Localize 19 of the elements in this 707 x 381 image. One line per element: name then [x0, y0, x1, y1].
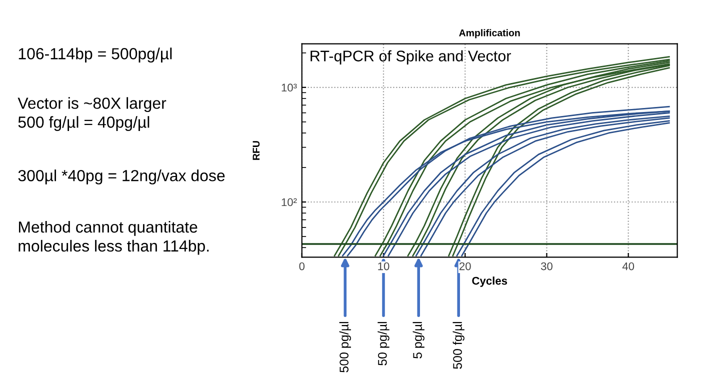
x-tick-label: 0 [299, 262, 305, 270]
text: 300µl *40pg = 12ng/vax dose [18, 170, 225, 184]
chart-title: Amplification [459, 29, 520, 38]
y-tick-label: 10² [282, 198, 297, 206]
text: Method cannot quantitate molecules less than 114bp. [18, 220, 209, 255]
annotation: 50 pg/µl [378, 322, 390, 366]
x-tick-label: 30 [540, 262, 552, 270]
x-tick-label: 20 [459, 262, 471, 270]
annotation: 500 fg/µl [452, 322, 464, 369]
x-tick-label: 10 [378, 262, 390, 270]
x-axis-title: Cycles [472, 276, 508, 287]
annotation: 500 pg/µl [339, 322, 351, 372]
annotation: 5 pg/µl [412, 322, 424, 358]
text: Vector is ~80X larger 500 fg/µl = 40pg/µl [18, 97, 166, 131]
y-axis-title: RFU [252, 141, 260, 160]
text: 106-114bp = 500pg/µl [18, 48, 172, 63]
chart-subtitle: RT-qPCR of Spike and Vector [310, 50, 511, 64]
x-tick-label: 40 [622, 262, 634, 270]
y-tick-label: 10³ [282, 84, 297, 92]
